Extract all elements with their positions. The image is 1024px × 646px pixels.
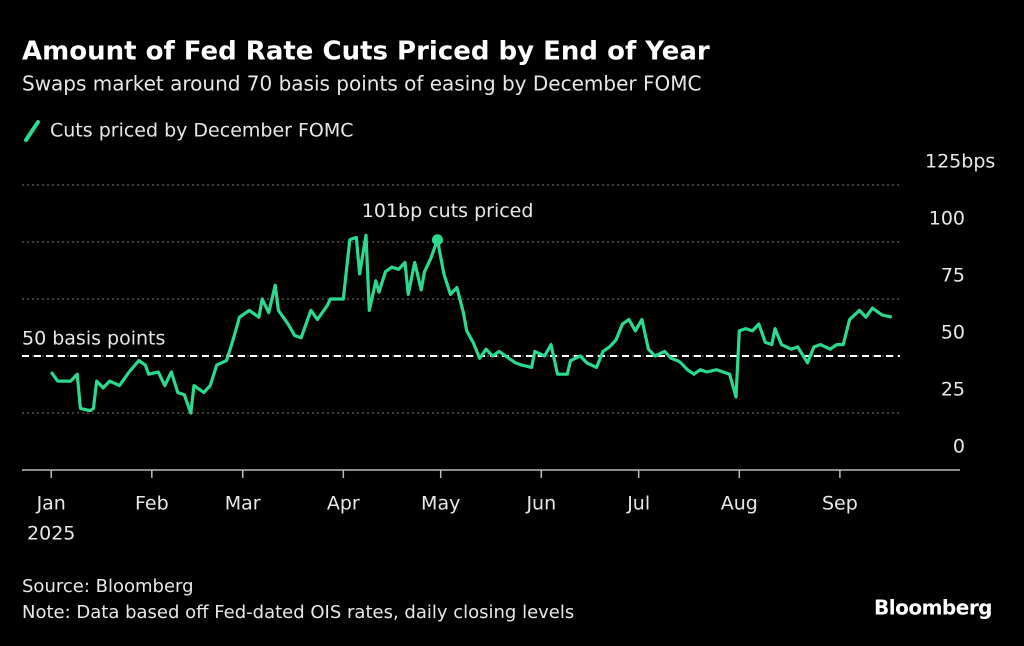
- x-tick-label: May: [421, 493, 460, 515]
- legend-label: Cuts priced by December FOMC: [50, 120, 354, 142]
- brand: Bloomberg: [874, 596, 992, 620]
- year-label: 2025: [27, 523, 75, 545]
- y-tick-label: 100: [929, 208, 965, 230]
- y-tick-label: 75: [941, 265, 965, 287]
- annotation-label: 101bp cuts priced: [362, 200, 534, 222]
- legend-swatch: [24, 120, 40, 142]
- x-tick-label: Sep: [822, 493, 858, 515]
- x-tick-label: Apr: [327, 493, 360, 515]
- x-tick-label: Mar: [225, 493, 261, 515]
- x-tick-label: Aug: [721, 493, 758, 515]
- y-tick-label: 25: [941, 379, 965, 401]
- x-tick-label: Jul: [626, 493, 650, 515]
- source: Source: Bloomberg: [22, 576, 194, 597]
- data-line: [49, 233, 893, 415]
- y-tick-label: 0: [953, 436, 965, 458]
- x-tick-label: Jan: [36, 493, 66, 515]
- reference-label: 50 basis points: [22, 328, 165, 350]
- x-tick-label: Feb: [135, 493, 169, 515]
- y-tick-label: 125bps: [925, 151, 995, 173]
- chart-subtitle: Swaps market around 70 basis points of e…: [22, 72, 701, 96]
- chart-title: Amount of Fed Rate Cuts Priced by End of…: [22, 37, 710, 67]
- y-tick-label: 50: [941, 322, 965, 344]
- x-tick-label: Jun: [525, 493, 556, 515]
- annotation-marker: [431, 234, 443, 246]
- note: Note: Data based off Fed-dated OIS rates…: [22, 602, 574, 623]
